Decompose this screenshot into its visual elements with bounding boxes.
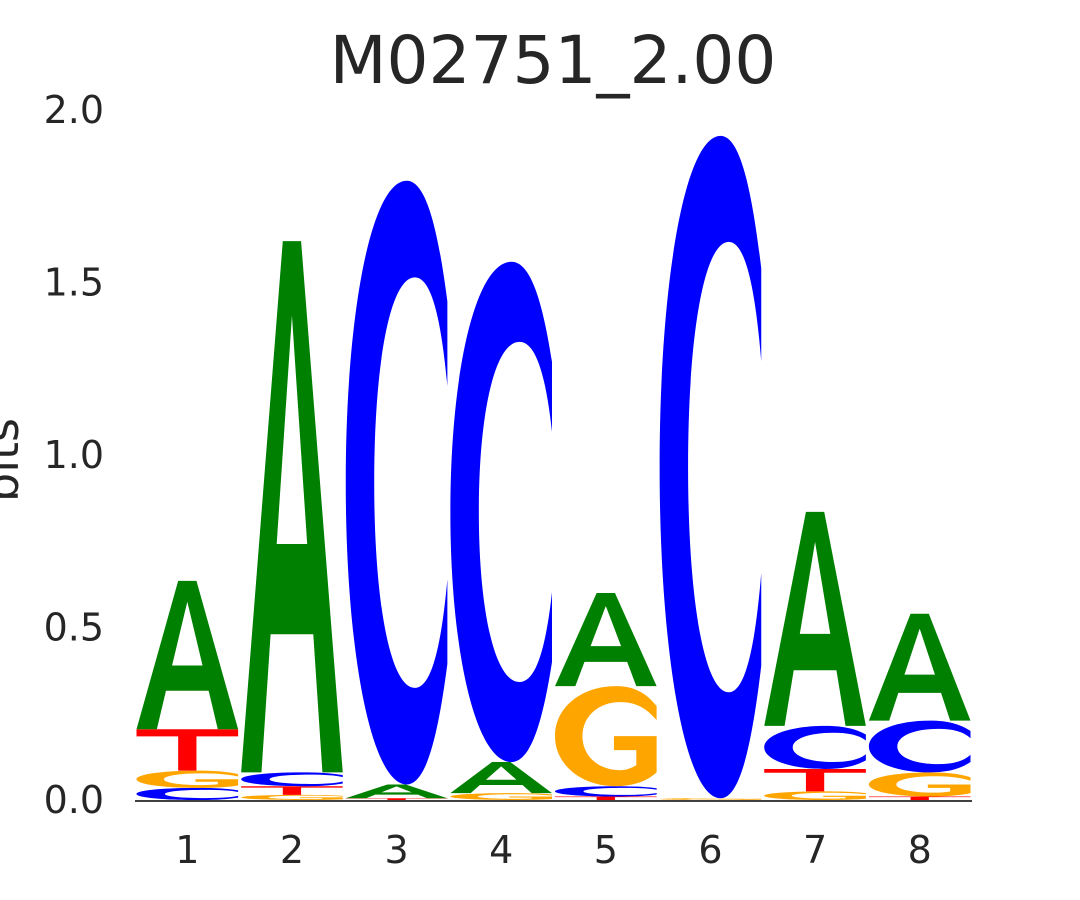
y-tick-label: 1.5 [44, 261, 104, 305]
x-tick-label: 5 [594, 828, 618, 872]
logo-letter-T [555, 796, 657, 800]
logo-letter-A [241, 241, 343, 773]
logo-letter-A [764, 511, 866, 726]
logo-letter-G [241, 794, 343, 800]
logo-letter-G [659, 798, 762, 800]
x-tick-label: 1 [175, 828, 199, 872]
logo-letter-G [555, 686, 657, 787]
y-tick-label: 1.0 [44, 433, 104, 477]
chart-title: M02751_2.00 [330, 22, 777, 99]
logo-letter-C [659, 135, 762, 799]
logo-letter-C [345, 180, 448, 785]
logo-letter-T [868, 796, 971, 800]
y-axis-label: bits [0, 418, 29, 502]
y-tick-label: 2.0 [44, 88, 104, 132]
logo-letter-C [136, 787, 239, 800]
logo-letter-G [450, 793, 552, 800]
x-tick-label: 8 [908, 828, 932, 872]
logo-letter-T [345, 798, 448, 800]
logo-letter-A [555, 593, 657, 687]
x-tick-label: 2 [280, 828, 304, 872]
logo-letter-C [868, 720, 971, 773]
logo-letter-T [241, 786, 343, 795]
logo-letter-G [136, 770, 239, 788]
x-tick-label: 6 [698, 828, 722, 872]
y-tick-label: 0.5 [44, 606, 104, 650]
logo-letter-A [136, 580, 239, 730]
logo-letters [136, 135, 971, 800]
logo-letter-G [868, 772, 971, 797]
y-tick-label: 0.0 [44, 778, 104, 822]
x-tick-label: 3 [384, 828, 408, 872]
y-axis-ticks: 0.0 0.5 1.0 1.5 2.0 [44, 88, 104, 822]
logo-letter-G [764, 791, 866, 800]
logo-letter-C [241, 772, 343, 787]
logo-letter-C [764, 725, 866, 769]
x-axis-ticks: 1 2 3 4 5 6 7 8 [175, 828, 932, 872]
logo-letter-A [450, 762, 552, 794]
logo-letter-A [868, 613, 971, 721]
logo-letter-C [450, 261, 552, 763]
x-tick-label: 4 [489, 828, 513, 872]
logo-letter-C [555, 786, 657, 797]
x-tick-label: 7 [803, 828, 827, 872]
logo-letter-T [764, 768, 866, 792]
logo-letter-T [136, 729, 239, 771]
logo-letter-A [345, 784, 448, 799]
